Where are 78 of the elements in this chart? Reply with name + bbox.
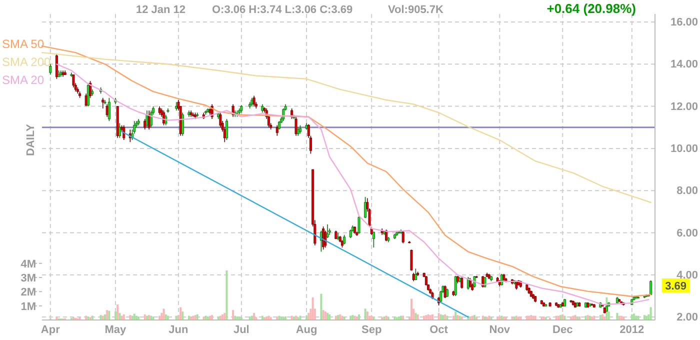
x-tick-label: Dec [552, 324, 573, 336]
candlestick [148, 110, 150, 130]
bar [320, 294, 322, 320]
bar [182, 312, 184, 320]
x-tick-label: Sep [362, 324, 382, 336]
bar [599, 315, 602, 320]
bar [114, 312, 116, 320]
bar [116, 304, 119, 320]
candlestick [460, 276, 464, 289]
bar [232, 310, 234, 320]
bar [160, 312, 163, 320]
candlestick [219, 112, 222, 128]
bar [616, 312, 618, 320]
candlestick [144, 118, 146, 130]
x-tick-label: Aug [296, 324, 318, 336]
bar [180, 307, 182, 320]
candlestick [102, 97, 104, 109]
candlestick [343, 234, 346, 245]
candlestick [49, 64, 52, 76]
candlestick [181, 112, 184, 136]
y2-tick-label: 4M [20, 258, 36, 270]
y-tick-label: 10.00 [670, 142, 698, 155]
bar [366, 312, 368, 320]
candlestick [328, 228, 331, 236]
bar [454, 312, 457, 320]
candlestick [225, 118, 228, 140]
y2-tick-label: 3M [20, 272, 36, 284]
y-tick-label: 14.00 [670, 58, 698, 71]
bar [226, 270, 228, 320]
x-tick-label: Apr [40, 324, 61, 336]
y2-tick-label: 2M [20, 286, 36, 299]
bar [162, 308, 165, 320]
candlestick [276, 124, 278, 136]
x-tick-label: Jul [233, 324, 250, 336]
candlestick [118, 122, 121, 138]
candlestick [72, 74, 75, 88]
bar [650, 307, 652, 320]
candlestick [70, 72, 73, 78]
series-label: SMA 200 [2, 55, 52, 69]
bar [308, 312, 310, 320]
text: DAILY [25, 123, 37, 156]
candlestick [410, 249, 413, 272]
bar [324, 312, 326, 320]
candlestick [372, 231, 375, 248]
y-tick-label: 4.00 [676, 269, 698, 282]
x-tick-label: Nov [489, 324, 511, 336]
candlestick [86, 82, 90, 107]
x-tick-label: Jun [168, 324, 189, 336]
candlestick [108, 97, 110, 122]
y-tick-label: 2.00 [676, 312, 698, 324]
candlestick [424, 276, 428, 286]
x-tick-label: May [104, 324, 128, 336]
annotation: O:3.06 H:3.74 L:3.06 C:3.69 [212, 4, 353, 16]
bar [118, 312, 121, 320]
series-label: SMA 50 [2, 37, 44, 51]
bar [312, 297, 314, 320]
x-tick-label: 2012 [620, 324, 644, 336]
annotation: 12 Jan 12 [136, 4, 186, 16]
candlestick [326, 224, 329, 238]
annotation: Vol:905.7K [388, 4, 444, 16]
y-tick-label: 6.00 [676, 227, 698, 240]
bar [410, 298, 412, 320]
candlestick [55, 53, 58, 80]
annotation: 3.69 [665, 280, 687, 292]
y-tick-label: 16.00 [670, 16, 698, 29]
bar [364, 308, 366, 320]
x-tick-label: Oct [430, 324, 448, 336]
series-label: SMA 20 [2, 73, 44, 87]
y-tick-label: 12.00 [670, 100, 698, 113]
bar [253, 312, 256, 320]
y-tick-label: 8.00 [676, 185, 698, 198]
candlestick [358, 215, 360, 234]
candlestick [294, 116, 298, 136]
annotation: +0.64 (20.98%) [546, 1, 636, 16]
bar [322, 310, 324, 320]
candlestick [650, 280, 652, 296]
bar [211, 315, 214, 320]
y2-tick-label: 1M [20, 300, 36, 313]
